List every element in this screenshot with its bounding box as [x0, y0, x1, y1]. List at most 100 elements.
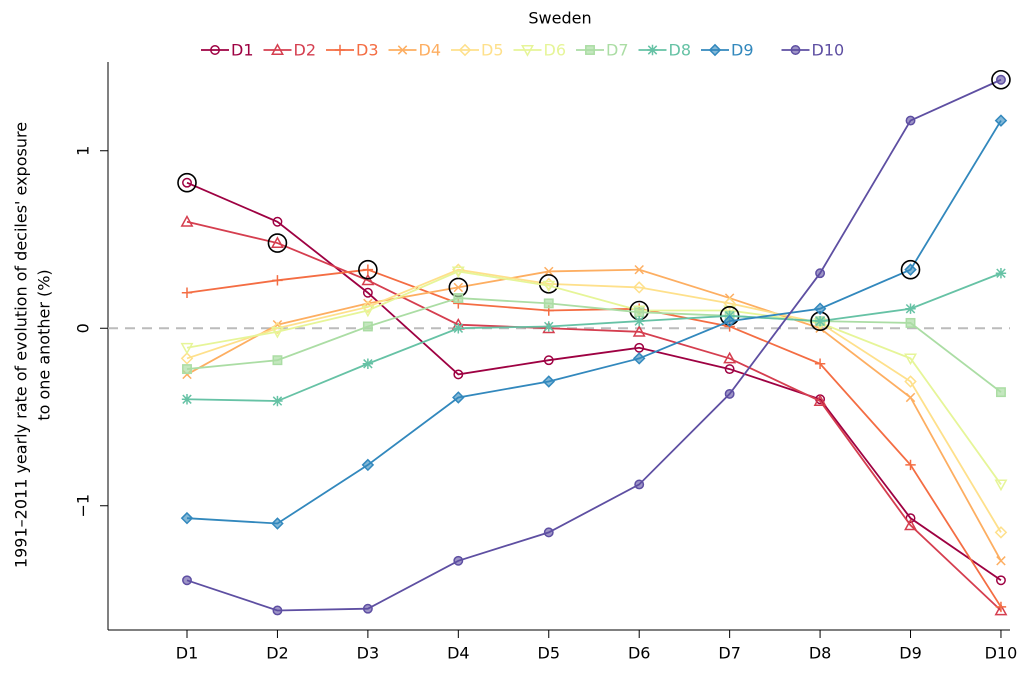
marker [272, 275, 283, 286]
marker [543, 298, 554, 309]
marker-shape [272, 355, 283, 366]
marker [180, 511, 194, 525]
marker-shape [994, 526, 1008, 539]
marker-shape [543, 355, 554, 366]
x-tick-label: D7 [718, 644, 741, 663]
marker [905, 459, 916, 471]
marker [453, 369, 464, 380]
marker [813, 302, 827, 315]
marker-shape [647, 44, 658, 56]
series-line [186, 220, 1002, 612]
marker-shape [521, 45, 534, 57]
marker-shape [723, 351, 737, 364]
legend-label: D7 [606, 41, 629, 60]
marker [543, 527, 554, 538]
marker-shape [542, 321, 556, 334]
marker [453, 293, 464, 304]
marker-shape [362, 321, 373, 332]
marker [996, 387, 1006, 398]
marker [362, 321, 373, 332]
marker-shape [271, 517, 284, 530]
marker-shape [361, 305, 375, 318]
marker-shape [904, 353, 917, 366]
marker-shape [181, 394, 193, 405]
highlight-circle [900, 259, 921, 280]
marker-shape [458, 43, 472, 57]
series-line [186, 268, 1002, 608]
x-tick-label: D4 [447, 644, 470, 663]
marker-shape [724, 364, 735, 375]
marker [904, 518, 917, 531]
marker [272, 216, 283, 227]
marker-shape [180, 215, 194, 227]
marker [271, 321, 284, 335]
marker [272, 355, 283, 366]
marker [994, 526, 1008, 539]
marker-shape [180, 352, 194, 365]
marker [182, 575, 192, 586]
marker [272, 395, 283, 407]
marker [453, 282, 464, 293]
highlight-circle [991, 69, 1011, 90]
marker [647, 44, 658, 56]
marker-shape [905, 459, 916, 471]
marker-shape [182, 364, 192, 375]
marker [905, 115, 916, 126]
marker [723, 297, 736, 310]
marker-shape [453, 282, 464, 293]
marker-shape [813, 394, 827, 406]
marker [632, 352, 646, 365]
series-line [186, 78, 1002, 612]
legend-label: D5 [481, 41, 504, 60]
marker [996, 74, 1006, 85]
marker [585, 45, 595, 55]
marker [994, 479, 1008, 492]
marker-shape [544, 266, 554, 277]
legend-label: D9 [731, 41, 754, 60]
marker [458, 43, 472, 57]
marker [182, 177, 192, 188]
marker-shape [994, 603, 1008, 616]
highlight-circle [177, 172, 197, 193]
marker-shape [723, 314, 736, 328]
marker-shape [995, 268, 1007, 279]
marker [724, 364, 735, 375]
highlight-circle [267, 233, 288, 253]
marker [270, 236, 284, 248]
y-axis-label: to one another (%) [35, 269, 54, 420]
marker-shape [905, 317, 916, 328]
marker [362, 287, 373, 298]
marker-shape [361, 458, 375, 472]
marker [905, 317, 916, 328]
marker-shape [634, 342, 645, 353]
marker-shape [453, 369, 464, 380]
marker [180, 352, 194, 365]
marker-shape [542, 280, 556, 293]
marker-shape [272, 216, 283, 227]
marker [451, 266, 465, 279]
marker [334, 44, 346, 56]
marker-shape [634, 315, 645, 327]
legend-label: D8 [669, 41, 692, 60]
marker-shape [905, 392, 916, 403]
marker-shape [452, 391, 465, 404]
marker [542, 321, 556, 334]
marker-shape [270, 326, 284, 339]
legend-label: D6 [544, 41, 567, 60]
series-line [186, 268, 1002, 533]
marker-shape [996, 387, 1006, 398]
marker-shape [543, 527, 554, 538]
marker-shape [362, 264, 374, 275]
marker [452, 391, 465, 404]
marker-shape [180, 342, 194, 355]
marker-shape [632, 325, 646, 337]
marker [544, 266, 554, 277]
marker-shape [996, 556, 1006, 566]
marker-shape [271, 321, 284, 335]
marker-shape [180, 511, 194, 525]
marker [362, 264, 374, 275]
marker [362, 603, 373, 614]
marker [904, 353, 917, 366]
marker-shape [904, 375, 917, 388]
